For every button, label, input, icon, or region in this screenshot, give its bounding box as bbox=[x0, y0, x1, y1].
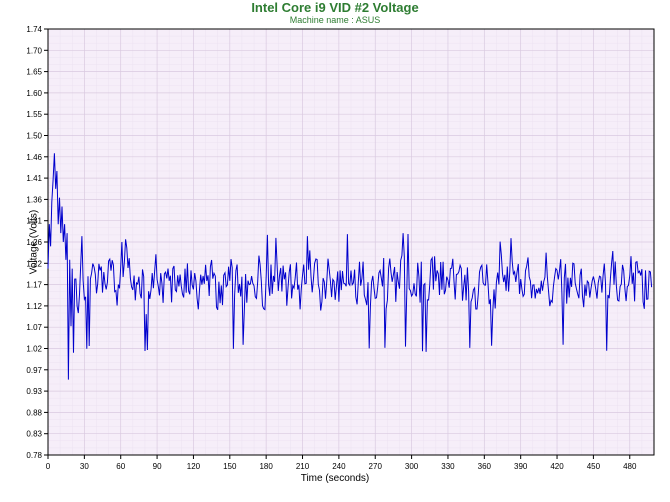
svg-text:420: 420 bbox=[550, 462, 564, 471]
x-axis-label: Time (seconds) bbox=[0, 473, 670, 484]
svg-text:480: 480 bbox=[623, 462, 637, 471]
svg-text:1.55: 1.55 bbox=[26, 110, 42, 119]
svg-text:150: 150 bbox=[223, 462, 237, 471]
svg-text:1.60: 1.60 bbox=[26, 89, 42, 98]
svg-text:60: 60 bbox=[116, 462, 125, 471]
svg-text:0: 0 bbox=[46, 462, 51, 471]
chart-area: Voltage (Volts) 0 30 60 90 120 150 180 210 240 27… bbox=[0, 25, 670, 473]
svg-text:360: 360 bbox=[478, 462, 492, 471]
svg-text:300: 300 bbox=[405, 462, 419, 471]
svg-text:1.74: 1.74 bbox=[26, 25, 42, 34]
chart-title: Intel Core i9 VID #2 Voltage bbox=[0, 0, 670, 15]
svg-text:0.78: 0.78 bbox=[26, 451, 42, 460]
svg-text:1.50: 1.50 bbox=[26, 132, 42, 141]
svg-text:1.36: 1.36 bbox=[26, 195, 42, 204]
svg-text:0.83: 0.83 bbox=[26, 430, 42, 439]
svg-text:180: 180 bbox=[259, 462, 273, 471]
svg-text:0.88: 0.88 bbox=[26, 408, 42, 417]
svg-text:450: 450 bbox=[587, 462, 601, 471]
chart-subtitle: Machine name : ASUS bbox=[0, 15, 670, 25]
svg-text:330: 330 bbox=[441, 462, 455, 471]
y-axis-label: Voltage (Volts) bbox=[29, 210, 40, 274]
svg-text:90: 90 bbox=[153, 462, 162, 471]
svg-text:390: 390 bbox=[514, 462, 528, 471]
svg-text:1.17: 1.17 bbox=[26, 281, 42, 290]
svg-text:1.65: 1.65 bbox=[26, 68, 42, 77]
svg-text:0.97: 0.97 bbox=[26, 366, 42, 375]
svg-text:1.12: 1.12 bbox=[26, 302, 42, 311]
voltage-line-chart: 0 30 60 90 120 150 180 210 240 270 300 330 360 390 420… bbox=[0, 25, 670, 473]
svg-text:1.07: 1.07 bbox=[26, 323, 42, 332]
svg-text:270: 270 bbox=[369, 462, 383, 471]
svg-text:30: 30 bbox=[80, 462, 89, 471]
svg-text:1.70: 1.70 bbox=[26, 46, 42, 55]
svg-text:1.46: 1.46 bbox=[26, 153, 42, 162]
svg-text:120: 120 bbox=[187, 462, 201, 471]
svg-text:1.41: 1.41 bbox=[26, 174, 42, 183]
svg-text:210: 210 bbox=[296, 462, 310, 471]
svg-text:1.02: 1.02 bbox=[26, 345, 42, 354]
svg-text:0.93: 0.93 bbox=[26, 387, 42, 396]
svg-text:240: 240 bbox=[332, 462, 346, 471]
